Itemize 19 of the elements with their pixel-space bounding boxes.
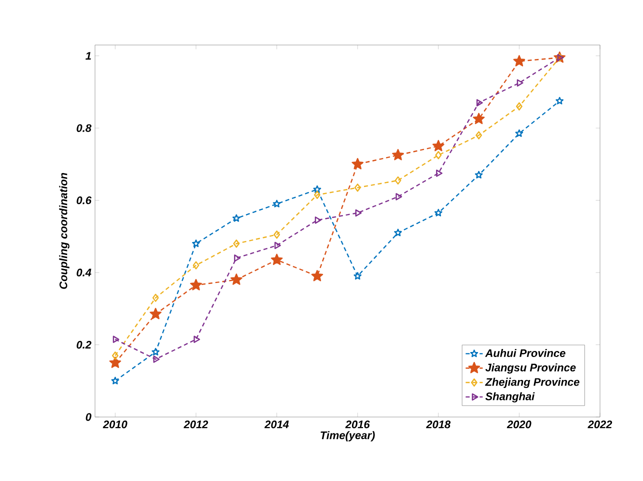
y-tick-label: 0.4: [76, 268, 92, 276]
x-tick-label: 2014: [264, 420, 289, 428]
y-tick-label: 0.2: [76, 340, 92, 349]
y-tick-label: 0.8: [76, 124, 92, 132]
y-tick-label: 0: [86, 413, 92, 421]
x-tick-label: 2020: [506, 420, 532, 428]
x-tick-label: 2018: [426, 420, 451, 428]
y-tick-label: 0.6: [76, 196, 92, 204]
x-tick-label: 2016: [345, 420, 370, 428]
y-axis-title: Coupling coordination: [59, 173, 70, 289]
x-tick-label: 2022: [588, 420, 612, 428]
x-axis-title: Time(year): [320, 431, 375, 442]
x-tick-label: 2012: [184, 420, 208, 428]
legend-label: Jiangsu Province: [485, 363, 576, 374]
y-tick-label: 1: [86, 52, 91, 60]
x-tick-label: 2010: [102, 420, 128, 428]
legend-label: Auhui Province: [485, 348, 566, 358]
legend-label: Zhejiang Province: [485, 378, 580, 388]
legend-label: Shanghai: [485, 392, 535, 402]
